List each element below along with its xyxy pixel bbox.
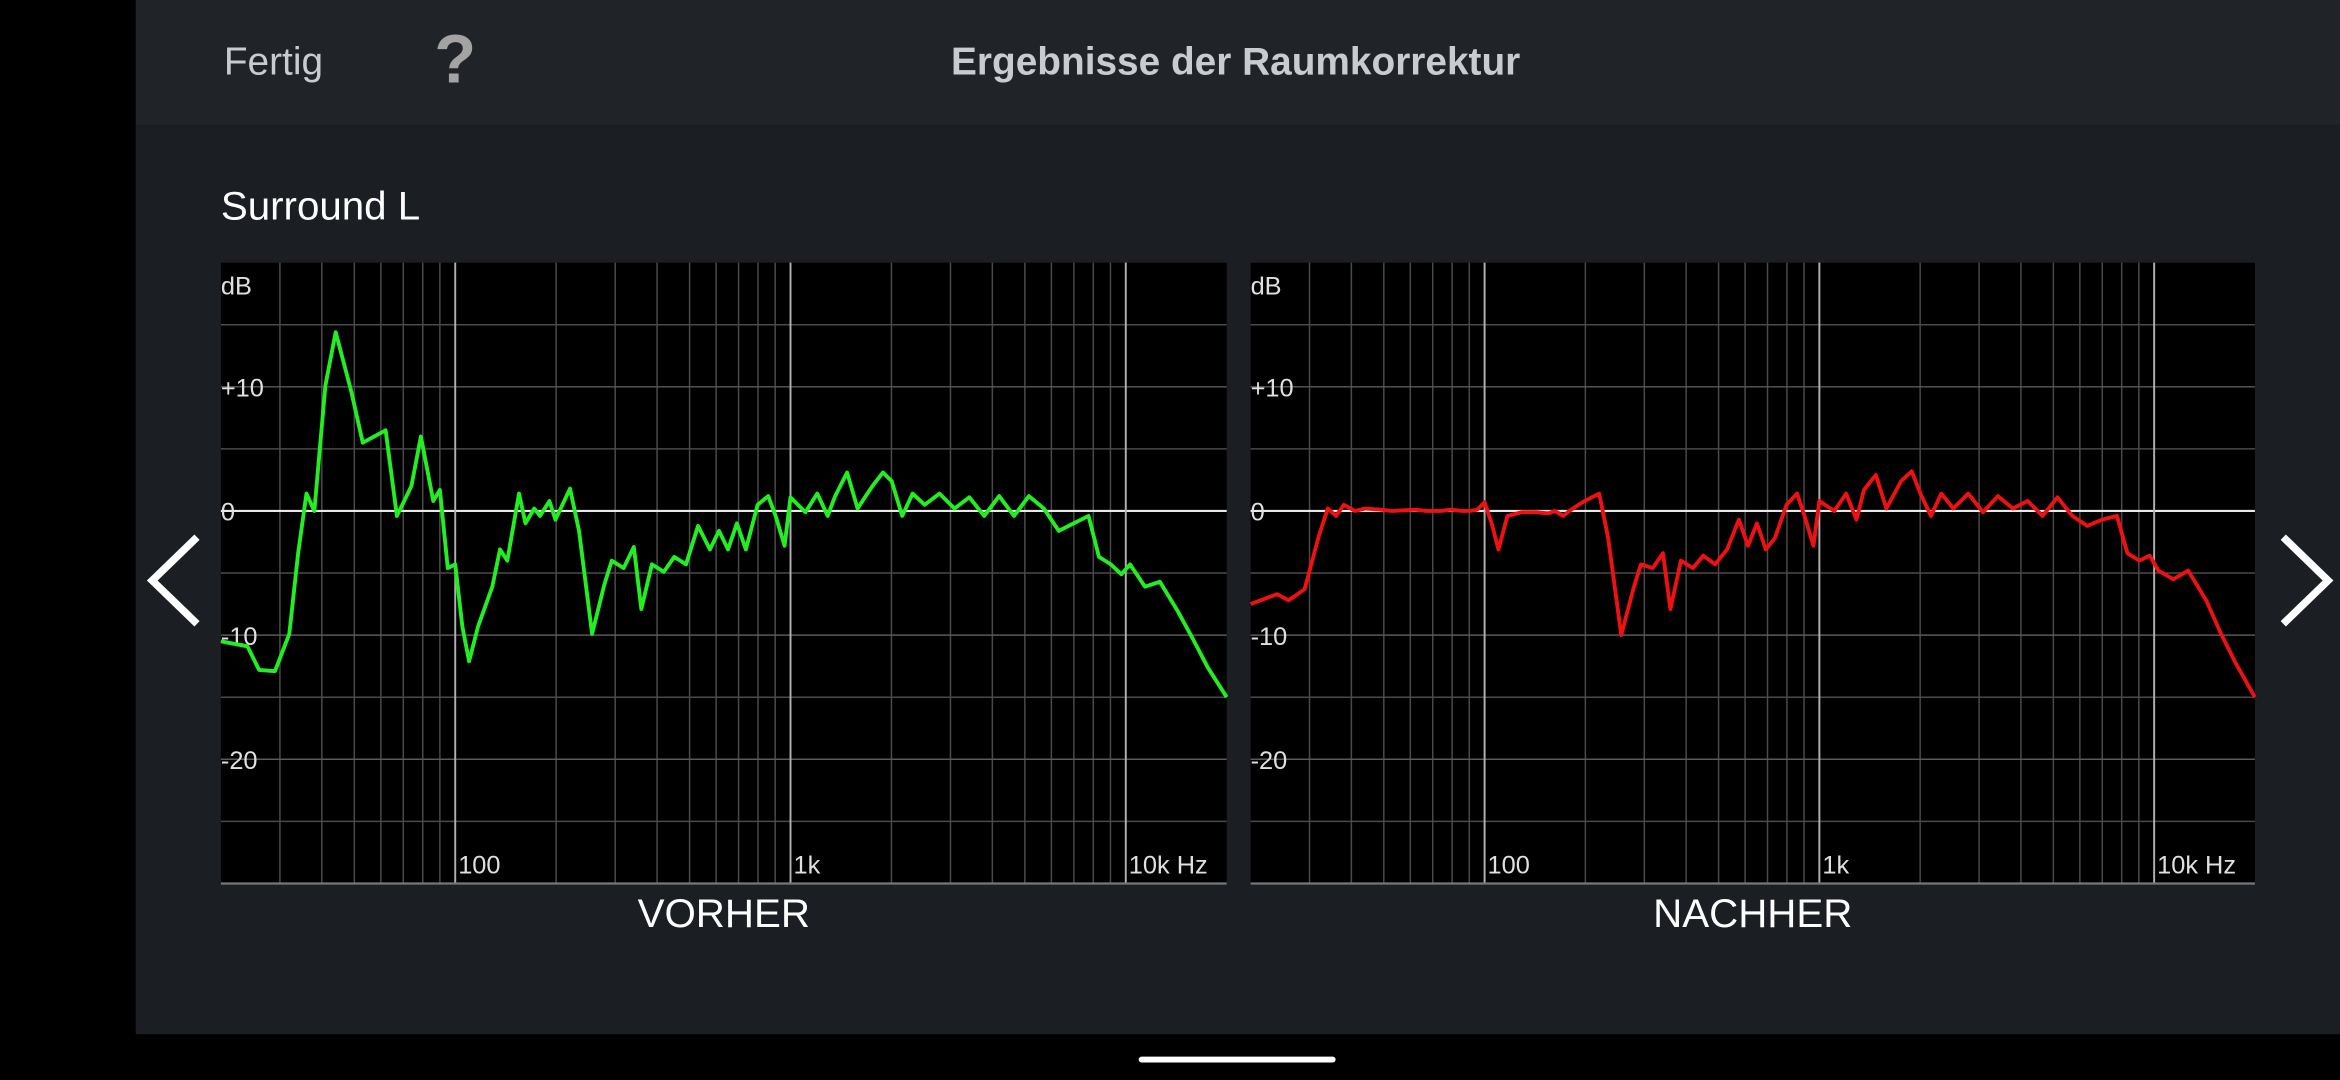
- speaker-name: Surround L: [221, 184, 420, 229]
- x-tick-label: 100: [458, 852, 500, 880]
- home-indicator: [1138, 1056, 1336, 1063]
- help-button[interactable]: ?: [434, 20, 476, 97]
- page-title: Ergebnisse der Raumkorrektur: [951, 40, 1520, 83]
- y-axis-label: dB: [221, 273, 252, 301]
- header-bar: [135, 0, 2340, 126]
- y-tick-label: +10: [221, 375, 264, 403]
- y-tick-label: -10: [1251, 623, 1288, 651]
- y-tick-label: -20: [221, 747, 258, 775]
- y-tick-label: -20: [1251, 747, 1288, 775]
- next-arrow[interactable]: [2280, 534, 2334, 627]
- x-tick-label: 1k: [793, 852, 820, 880]
- chart-caption: VORHER: [638, 891, 810, 936]
- y-tick-label: +10: [1251, 375, 1294, 403]
- x-tick-label: 10k Hz: [2157, 852, 2236, 880]
- x-tick-label: 10k Hz: [1129, 852, 1208, 880]
- x-tick-label: 1k: [1822, 852, 1849, 880]
- y-tick-label: 0: [1251, 499, 1265, 527]
- prev-arrow[interactable]: [146, 534, 200, 627]
- x-tick-label: 100: [1488, 852, 1530, 880]
- y-axis-label: dB: [1251, 273, 1282, 301]
- response-line: [1249, 469, 2257, 699]
- done-button[interactable]: Fertig: [224, 40, 323, 83]
- response-line: [220, 330, 1229, 699]
- y-tick-label: 0: [221, 499, 235, 527]
- chart-caption: NACHHER: [1653, 891, 1852, 936]
